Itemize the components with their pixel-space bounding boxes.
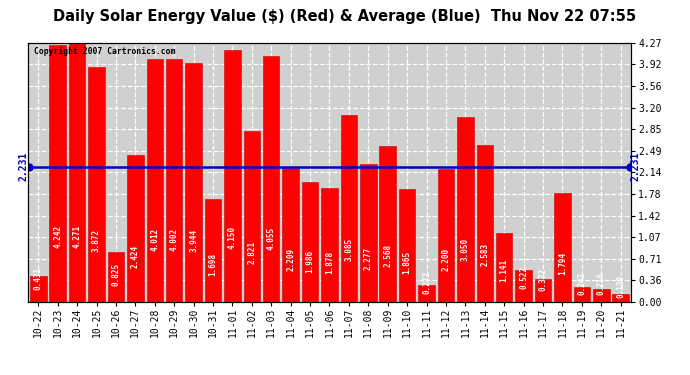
Text: 2.231: 2.231 bbox=[631, 152, 641, 182]
Bar bbox=[244, 131, 260, 302]
Bar bbox=[496, 233, 513, 302]
Bar bbox=[437, 168, 454, 302]
Text: 0.372: 0.372 bbox=[538, 267, 548, 291]
Text: 3.085: 3.085 bbox=[344, 238, 353, 261]
Text: 3.944: 3.944 bbox=[189, 228, 198, 252]
Text: 2.277: 2.277 bbox=[364, 247, 373, 270]
Text: 2.200: 2.200 bbox=[442, 248, 451, 271]
Bar bbox=[30, 276, 46, 302]
Bar bbox=[380, 146, 396, 302]
Text: 4.002: 4.002 bbox=[170, 228, 179, 251]
Text: 2.231: 2.231 bbox=[18, 152, 28, 182]
Bar bbox=[573, 287, 590, 302]
Text: 1.878: 1.878 bbox=[325, 251, 334, 274]
Text: 4.055: 4.055 bbox=[267, 227, 276, 251]
Bar bbox=[593, 289, 609, 302]
Bar bbox=[166, 59, 182, 302]
Text: 1.865: 1.865 bbox=[403, 251, 412, 274]
Bar bbox=[477, 146, 493, 302]
Bar bbox=[322, 188, 337, 302]
Text: 2.583: 2.583 bbox=[480, 243, 489, 266]
Text: 1.698: 1.698 bbox=[208, 253, 217, 276]
Bar bbox=[418, 285, 435, 302]
Bar bbox=[515, 270, 532, 302]
Text: 1.794: 1.794 bbox=[558, 252, 567, 275]
Bar bbox=[613, 294, 629, 302]
Bar bbox=[282, 168, 299, 302]
Text: 2.209: 2.209 bbox=[286, 248, 295, 270]
Text: 0.431: 0.431 bbox=[34, 267, 43, 290]
Text: 2.821: 2.821 bbox=[247, 241, 256, 264]
Bar bbox=[554, 193, 571, 302]
Bar bbox=[108, 252, 124, 302]
Bar bbox=[360, 164, 377, 302]
Text: 2.424: 2.424 bbox=[131, 245, 140, 268]
Bar bbox=[146, 59, 163, 302]
Bar bbox=[127, 155, 144, 302]
Text: 0.825: 0.825 bbox=[111, 262, 121, 286]
Bar bbox=[224, 50, 241, 302]
Bar bbox=[50, 45, 66, 302]
Text: Daily Solar Energy Value ($) (Red) & Average (Blue)  Thu Nov 22 07:55: Daily Solar Energy Value ($) (Red) & Ave… bbox=[53, 9, 637, 24]
Bar bbox=[302, 182, 318, 302]
Bar bbox=[457, 117, 473, 302]
Text: 1.986: 1.986 bbox=[306, 250, 315, 273]
Bar bbox=[88, 67, 105, 302]
Bar bbox=[186, 63, 202, 302]
Text: 0.272: 0.272 bbox=[422, 270, 431, 294]
Text: 4.271: 4.271 bbox=[72, 225, 81, 248]
Text: 1.141: 1.141 bbox=[500, 259, 509, 282]
Bar bbox=[263, 56, 279, 302]
Text: 4.150: 4.150 bbox=[228, 226, 237, 249]
Text: 3.872: 3.872 bbox=[92, 229, 101, 252]
Bar bbox=[69, 43, 86, 302]
Text: 3.050: 3.050 bbox=[461, 238, 470, 261]
Text: 0.130: 0.130 bbox=[616, 275, 625, 298]
Text: 4.012: 4.012 bbox=[150, 228, 159, 251]
Text: 2.568: 2.568 bbox=[383, 243, 392, 267]
Text: 0.216: 0.216 bbox=[597, 272, 606, 296]
Text: 0.242: 0.242 bbox=[578, 272, 586, 294]
Bar bbox=[399, 189, 415, 302]
Bar bbox=[341, 115, 357, 302]
Text: Copyright 2007 Cartronics.com: Copyright 2007 Cartronics.com bbox=[34, 47, 175, 56]
Bar bbox=[205, 199, 221, 302]
Text: 4.242: 4.242 bbox=[53, 225, 62, 248]
Text: 0.522: 0.522 bbox=[519, 266, 528, 289]
Bar bbox=[535, 279, 551, 302]
